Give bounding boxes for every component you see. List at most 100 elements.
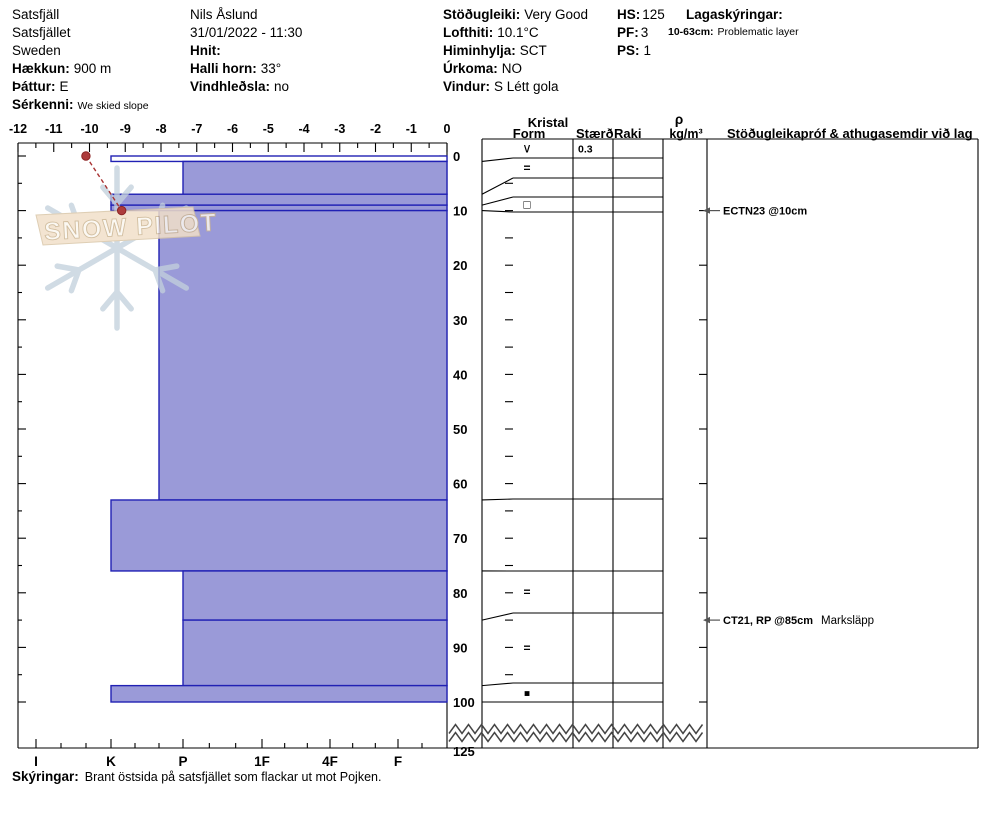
hardness-label: 4F xyxy=(322,754,338,769)
layer-bar-8 xyxy=(110,684,448,703)
header-field-label: PS: xyxy=(617,43,640,58)
header-field-label: Hnit: xyxy=(190,43,221,58)
header-line-observer-3: Halli horn: 33° xyxy=(190,60,281,77)
header-field-label: Vindhleðsla: xyxy=(190,79,271,94)
grain-form-symbol-8: ■ xyxy=(524,689,530,700)
table-row-connector-2 xyxy=(481,177,514,195)
depth-label-90: 90 xyxy=(453,640,467,655)
header-field-label: Vindur: xyxy=(443,79,490,94)
stability-column-header: Stöðugleikapróf & athugasemdir við lag xyxy=(727,126,973,141)
header-field-label: Halli horn: xyxy=(190,61,257,76)
table-row-connector-4 xyxy=(481,210,514,213)
temp-tick-label: -2 xyxy=(370,122,381,136)
zigzag-break-upper xyxy=(448,723,704,735)
header-field-value: 31/01/2022 - 11:30 xyxy=(190,25,303,40)
header-field-value: E xyxy=(59,79,69,94)
depth-label-80: 80 xyxy=(453,586,467,601)
grain-form-symbol-7: = xyxy=(523,641,530,655)
temp-tick-label: -10 xyxy=(80,122,98,136)
layer-bar-4 xyxy=(158,209,448,501)
header-field-value: Nils Åslund xyxy=(190,7,258,22)
header-line-location-0: Satsfjäll xyxy=(12,6,59,23)
depth-label-50: 50 xyxy=(453,422,467,437)
depth-label-40: 40 xyxy=(453,367,467,382)
grain-form-symbol-0: ∨ xyxy=(522,141,532,156)
layer-bar-1 xyxy=(182,160,448,195)
snowflake-arm xyxy=(100,245,134,331)
temp-tick-label: -4 xyxy=(298,122,309,136)
header-line-snowpack-summary-0: HS: 125 xyxy=(617,6,665,23)
header-field-label: 10-63cm: xyxy=(668,26,714,38)
header-line-conditions-4: Vindur: S Létt gola xyxy=(443,78,559,95)
header-line-observer-4: Vindhleðsla: no xyxy=(190,78,289,95)
layer-bar-7 xyxy=(182,619,448,687)
header-field-value: Satsfjäll xyxy=(12,7,60,22)
hardness-label: I xyxy=(34,754,38,769)
density-header-symbol: ρ xyxy=(675,112,683,127)
header-line-conditions-3: Úrkoma: NO xyxy=(443,60,522,77)
footer-label: Skýringar: xyxy=(12,769,79,784)
hardness-label: F xyxy=(394,754,402,769)
header-line-conditions-2: Himinhylja: SCT xyxy=(443,42,547,59)
wetness-column-header: Raki xyxy=(614,126,641,141)
header-field-value: NO xyxy=(501,61,523,76)
depth-label-70: 70 xyxy=(453,531,467,546)
table-row-connector-3 xyxy=(481,196,514,206)
test-arrow-head-1 xyxy=(703,616,710,624)
header-field-value: SCT xyxy=(519,43,547,58)
size-column-header: Stærð xyxy=(576,126,614,141)
header-line-layer-comments-1: 10-63cm: Problematic layer xyxy=(668,24,799,41)
header-line-conditions-1: Lofthiti: 10.1°C xyxy=(443,24,539,41)
depth-label-60: 60 xyxy=(453,477,467,492)
table-row-connector-7 xyxy=(481,612,514,621)
hardness-label: K xyxy=(106,754,116,769)
header-line-location-2: Sweden xyxy=(12,42,61,59)
header-line-location-3: Hækkun: 900 m xyxy=(12,60,111,77)
depth-label-30: 30 xyxy=(453,313,467,328)
header-field-value: no xyxy=(274,79,290,94)
temp-tick-label: -1 xyxy=(406,122,417,136)
stability-test-annotation-1: CT21, RP @85cm Marksläpp xyxy=(723,615,874,627)
header-field-label: Sérkenni: xyxy=(12,97,74,112)
header-field-label: PF: xyxy=(617,25,639,40)
header-field-label: Himinhylja: xyxy=(443,43,516,58)
header-field-value: 900 m xyxy=(73,61,112,76)
grain-size-value-0: 0.3 xyxy=(578,144,593,156)
temp-tick-label: 0 xyxy=(444,122,451,136)
depth-label-20: 20 xyxy=(453,258,467,273)
hardness-label: P xyxy=(178,754,187,769)
header-field-label: Lagaskýringar: xyxy=(686,7,783,22)
table-row-connector-5 xyxy=(481,498,514,501)
zigzag-break-lower xyxy=(448,731,704,743)
hardness-label: 1F xyxy=(254,754,270,769)
stability-test-note: Marksläpp xyxy=(821,615,874,627)
header-field-value: S Létt gola xyxy=(494,79,559,94)
test-arrow-head-0 xyxy=(703,207,710,214)
form-column-header: Form xyxy=(513,126,546,141)
header-field-label: Þáttur: xyxy=(12,79,56,94)
temp-tick-label: -5 xyxy=(263,122,274,136)
header-line-observer-1: 31/01/2022 - 11:30 xyxy=(190,24,302,41)
temp-tick-label: -8 xyxy=(155,122,166,136)
header-field-value: Very Good xyxy=(524,7,589,22)
header-line-layer-comments-0: Lagaskýringar: xyxy=(686,6,783,23)
temp-profile-line xyxy=(85,155,123,211)
table-row-connector-1 xyxy=(481,157,514,163)
temp-tick-label: -12 xyxy=(9,122,27,136)
header-field-value: 10.1°C xyxy=(497,25,539,40)
header-field-value: 3 xyxy=(640,25,649,40)
header-field-value: We skied slope xyxy=(77,100,149,112)
temp-tick-label: -9 xyxy=(120,122,131,136)
depth-label-10: 10 xyxy=(453,204,467,219)
header-field-value: Satsfjället xyxy=(12,25,71,40)
temp-tick-label: -6 xyxy=(227,122,238,136)
depth-label-0: 0 xyxy=(453,149,460,164)
grain-form-symbol-1: = xyxy=(523,161,530,175)
header-line-snowpack-summary-2: PS: 1 xyxy=(617,42,651,59)
header-line-location-1: Satsfjället xyxy=(12,24,71,41)
stability-test-annotation-0: ECTN23 @10cm xyxy=(723,206,807,218)
header-field-value: 33° xyxy=(260,61,282,76)
footer-comment: Skýringar: Brant östsida på satsfjället s… xyxy=(12,768,381,786)
